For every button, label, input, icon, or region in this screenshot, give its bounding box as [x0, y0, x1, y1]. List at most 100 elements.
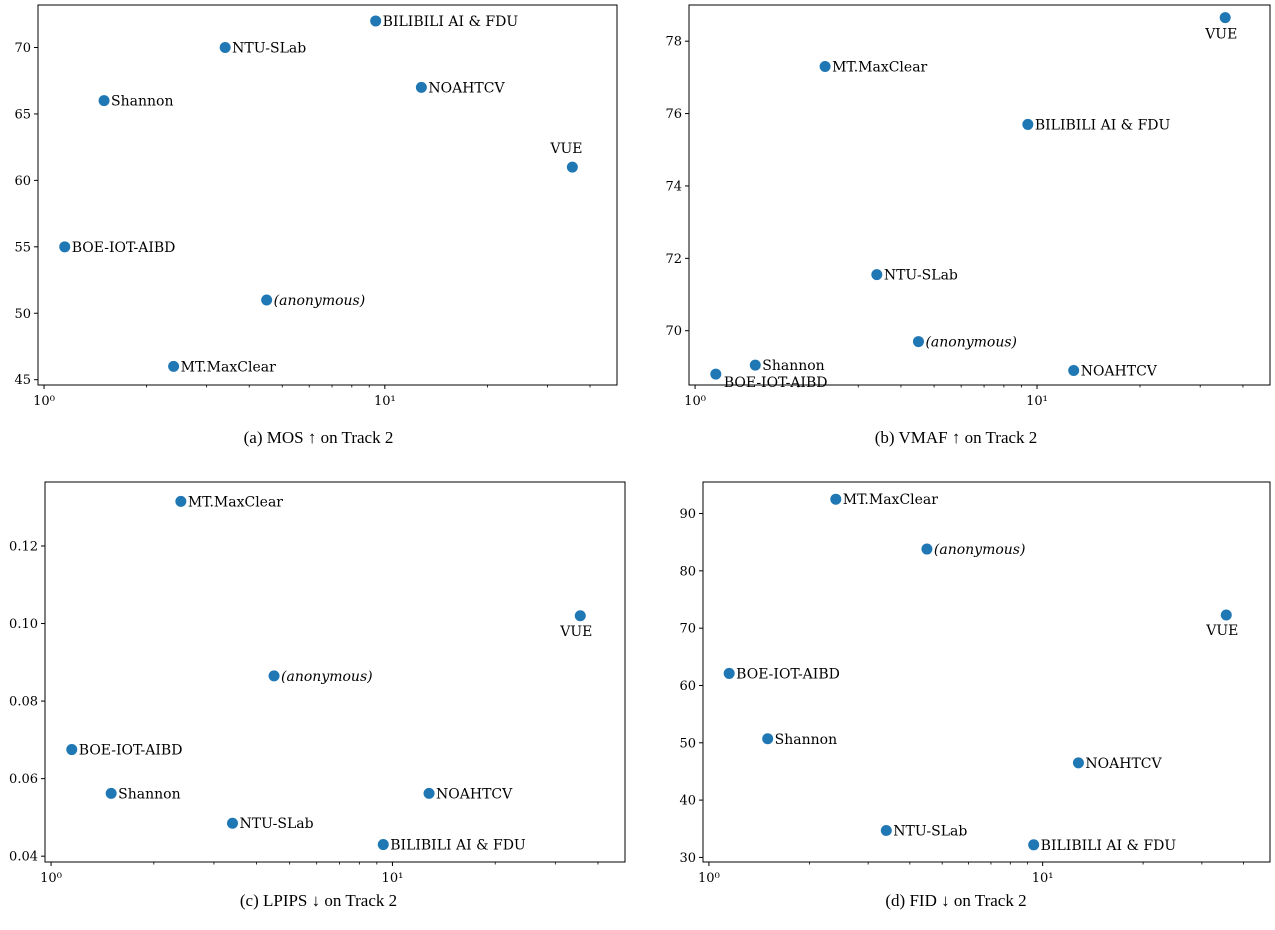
caption-mos: (a) MOS ↑ on Track 2	[243, 428, 394, 447]
y-tick-label: 65	[14, 107, 31, 122]
y-tick-label: 0.10	[9, 617, 38, 632]
x-tick-label: 10¹	[374, 394, 396, 409]
chart-lpips: 0.04 0.06 0.08 0.10 0.12 10⁰ 10¹ MT.MaxClear VUE…	[9, 481, 626, 886]
point-bilibili-ai-fdu	[1022, 118, 1034, 130]
plot-frame	[44, 481, 626, 863]
point-shannon	[749, 359, 761, 371]
point-label-bilibili-ai-fdu: BILIBILI AI & FDU	[390, 838, 526, 854]
point-shannon	[98, 95, 110, 107]
point-label-anonymous: (anonymous)	[274, 293, 366, 309]
point-label-noahtcv: NOAHTCV	[436, 786, 513, 802]
point-label-noahtcv: NOAHTCV	[1081, 364, 1158, 380]
y-tick-label: 0.06	[9, 772, 38, 787]
point-bilibili-ai-fdu	[1028, 839, 1040, 851]
point-bilibili-ai-fdu	[370, 15, 382, 27]
chart-vmaf: 70 72 74 76 78 10⁰ 10¹ VUE MT.MaxClear BILIBILI A…	[665, 4, 1271, 409]
caption-lpips: (c) LPIPS ↓ on Track 2	[239, 891, 398, 910]
x-tick-label: 10¹	[1026, 394, 1048, 409]
point-anonymous	[261, 294, 273, 306]
point-label-anonymous: (anonymous)	[281, 669, 373, 685]
y-tick-label: 70	[679, 622, 696, 637]
plot-frame	[688, 4, 1271, 386]
point-anonymous	[268, 670, 280, 682]
y-tick-label: 80	[679, 564, 696, 579]
point-label-vue: VUE	[1205, 623, 1238, 639]
point-vue	[574, 610, 586, 622]
point-mt-maxclear	[168, 360, 180, 372]
point-label-bilibili-ai-fdu: BILIBILI AI & FDU	[383, 14, 519, 30]
y-tick-label: 40	[679, 794, 696, 809]
point-label-boe-iot-aibd: BOE-IOT-AIBD	[79, 743, 183, 759]
point-noahtcv	[423, 787, 435, 799]
point-label-noahtcv: NOAHTCV	[1085, 756, 1162, 772]
point-label-boe-iot-aibd: BOE-IOT-AIBD	[736, 666, 840, 682]
y-tick-label: 70	[665, 324, 682, 339]
x-tick-label: 10¹	[382, 871, 404, 886]
y-tick-label: 0.04	[9, 850, 38, 865]
point-label-vue: VUE	[1204, 27, 1237, 43]
point-boe-iot-aibd	[66, 744, 78, 756]
x-tick-label: 10⁰	[698, 871, 720, 886]
point-label-bilibili-ai-fdu: BILIBILI AI & FDU	[1035, 117, 1171, 133]
point-label-vue: VUE	[559, 624, 592, 640]
point-label-mt-maxclear: MT.MaxClear	[832, 60, 927, 76]
panel-lpips: 0.04 0.06 0.08 0.10 0.12 10⁰ 10¹ MT.MaxClear VUE…	[0, 465, 637, 930]
panel-fid: 30 40 50 60 70 80 90 10⁰ 10¹ MT.MaxClear (anonymou…	[637, 465, 1275, 930]
point-ntu-slab	[880, 824, 892, 836]
panel-mos: 45 50 55 60 65 70 10⁰ 10¹ BILIBILI AI & FDU NTU-S…	[0, 0, 637, 465]
point-ntu-slab	[226, 817, 238, 829]
point-label-ntu-slab: NTU-SLab	[884, 268, 958, 284]
point-boe-iot-aibd	[710, 368, 722, 380]
y-tick-label: 45	[14, 373, 31, 388]
point-mt-maxclear	[819, 61, 831, 73]
y-tick-label: 0.08	[9, 695, 38, 710]
point-label-boe-iot-aibd: BOE-IOT-AIBD	[724, 375, 828, 391]
point-noahtcv	[1068, 365, 1080, 377]
point-ntu-slab	[219, 42, 231, 54]
point-bilibili-ai-fdu	[377, 839, 389, 851]
y-tick-label: 60	[679, 679, 696, 694]
y-tick-label: 76	[665, 107, 682, 122]
x-tick-label: 10¹	[1032, 871, 1054, 886]
point-ntu-slab	[871, 269, 883, 281]
point-label-shannon: Shannon	[118, 786, 180, 802]
point-label-anonymous: (anonymous)	[934, 542, 1026, 558]
point-vue	[1219, 12, 1231, 24]
x-tick-label: 10⁰	[684, 394, 706, 409]
y-tick-label: 55	[14, 240, 31, 255]
y-tick-label: 50	[679, 736, 696, 751]
point-boe-iot-aibd	[723, 667, 735, 679]
x-tick-label: 10⁰	[33, 394, 55, 409]
x-tick-label: 10⁰	[40, 871, 62, 886]
point-mt-maxclear	[175, 495, 187, 507]
point-anonymous	[912, 336, 924, 348]
point-noahtcv	[1072, 757, 1084, 769]
point-shannon	[105, 787, 117, 799]
point-label-ntu-slab: NTU-SLab	[893, 823, 967, 839]
point-label-mt-maxclear: MT.MaxClear	[188, 494, 283, 510]
y-tick-label: 0.12	[9, 539, 38, 554]
y-tick-label: 70	[14, 41, 31, 56]
y-tick-label: 74	[665, 179, 682, 194]
plot-frame	[702, 481, 1271, 863]
y-tick-label: 78	[665, 35, 682, 50]
point-mt-maxclear	[830, 493, 842, 505]
point-anonymous	[921, 543, 933, 555]
y-tick-label: 90	[679, 507, 696, 522]
point-label-boe-iot-aibd: BOE-IOT-AIBD	[72, 240, 176, 256]
point-shannon	[762, 733, 774, 745]
point-noahtcv	[415, 81, 427, 93]
point-boe-iot-aibd	[59, 241, 71, 253]
caption-vmaf: (b) VMAF ↑ on Track 2	[874, 428, 1038, 447]
caption-fid: (d) FID ↓ on Track 2	[885, 891, 1027, 910]
point-label-mt-maxclear: MT.MaxClear	[181, 359, 276, 375]
y-tick-label: 60	[14, 174, 31, 189]
y-tick-label: 50	[14, 307, 31, 322]
chart-fid: 30 40 50 60 70 80 90 10⁰ 10¹ MT.MaxClear (anonymou…	[679, 481, 1271, 886]
chart-mos: 45 50 55 60 65 70 10⁰ 10¹ BILIBILI AI & FDU NTU-S…	[14, 4, 618, 409]
point-label-anonymous: (anonymous)	[925, 335, 1017, 351]
y-tick-label: 72	[665, 252, 682, 267]
point-label-bilibili-ai-fdu: BILIBILI AI & FDU	[1041, 838, 1177, 854]
point-label-ntu-slab: NTU-SLab	[239, 816, 313, 832]
point-label-mt-maxclear: MT.MaxClear	[843, 492, 938, 508]
